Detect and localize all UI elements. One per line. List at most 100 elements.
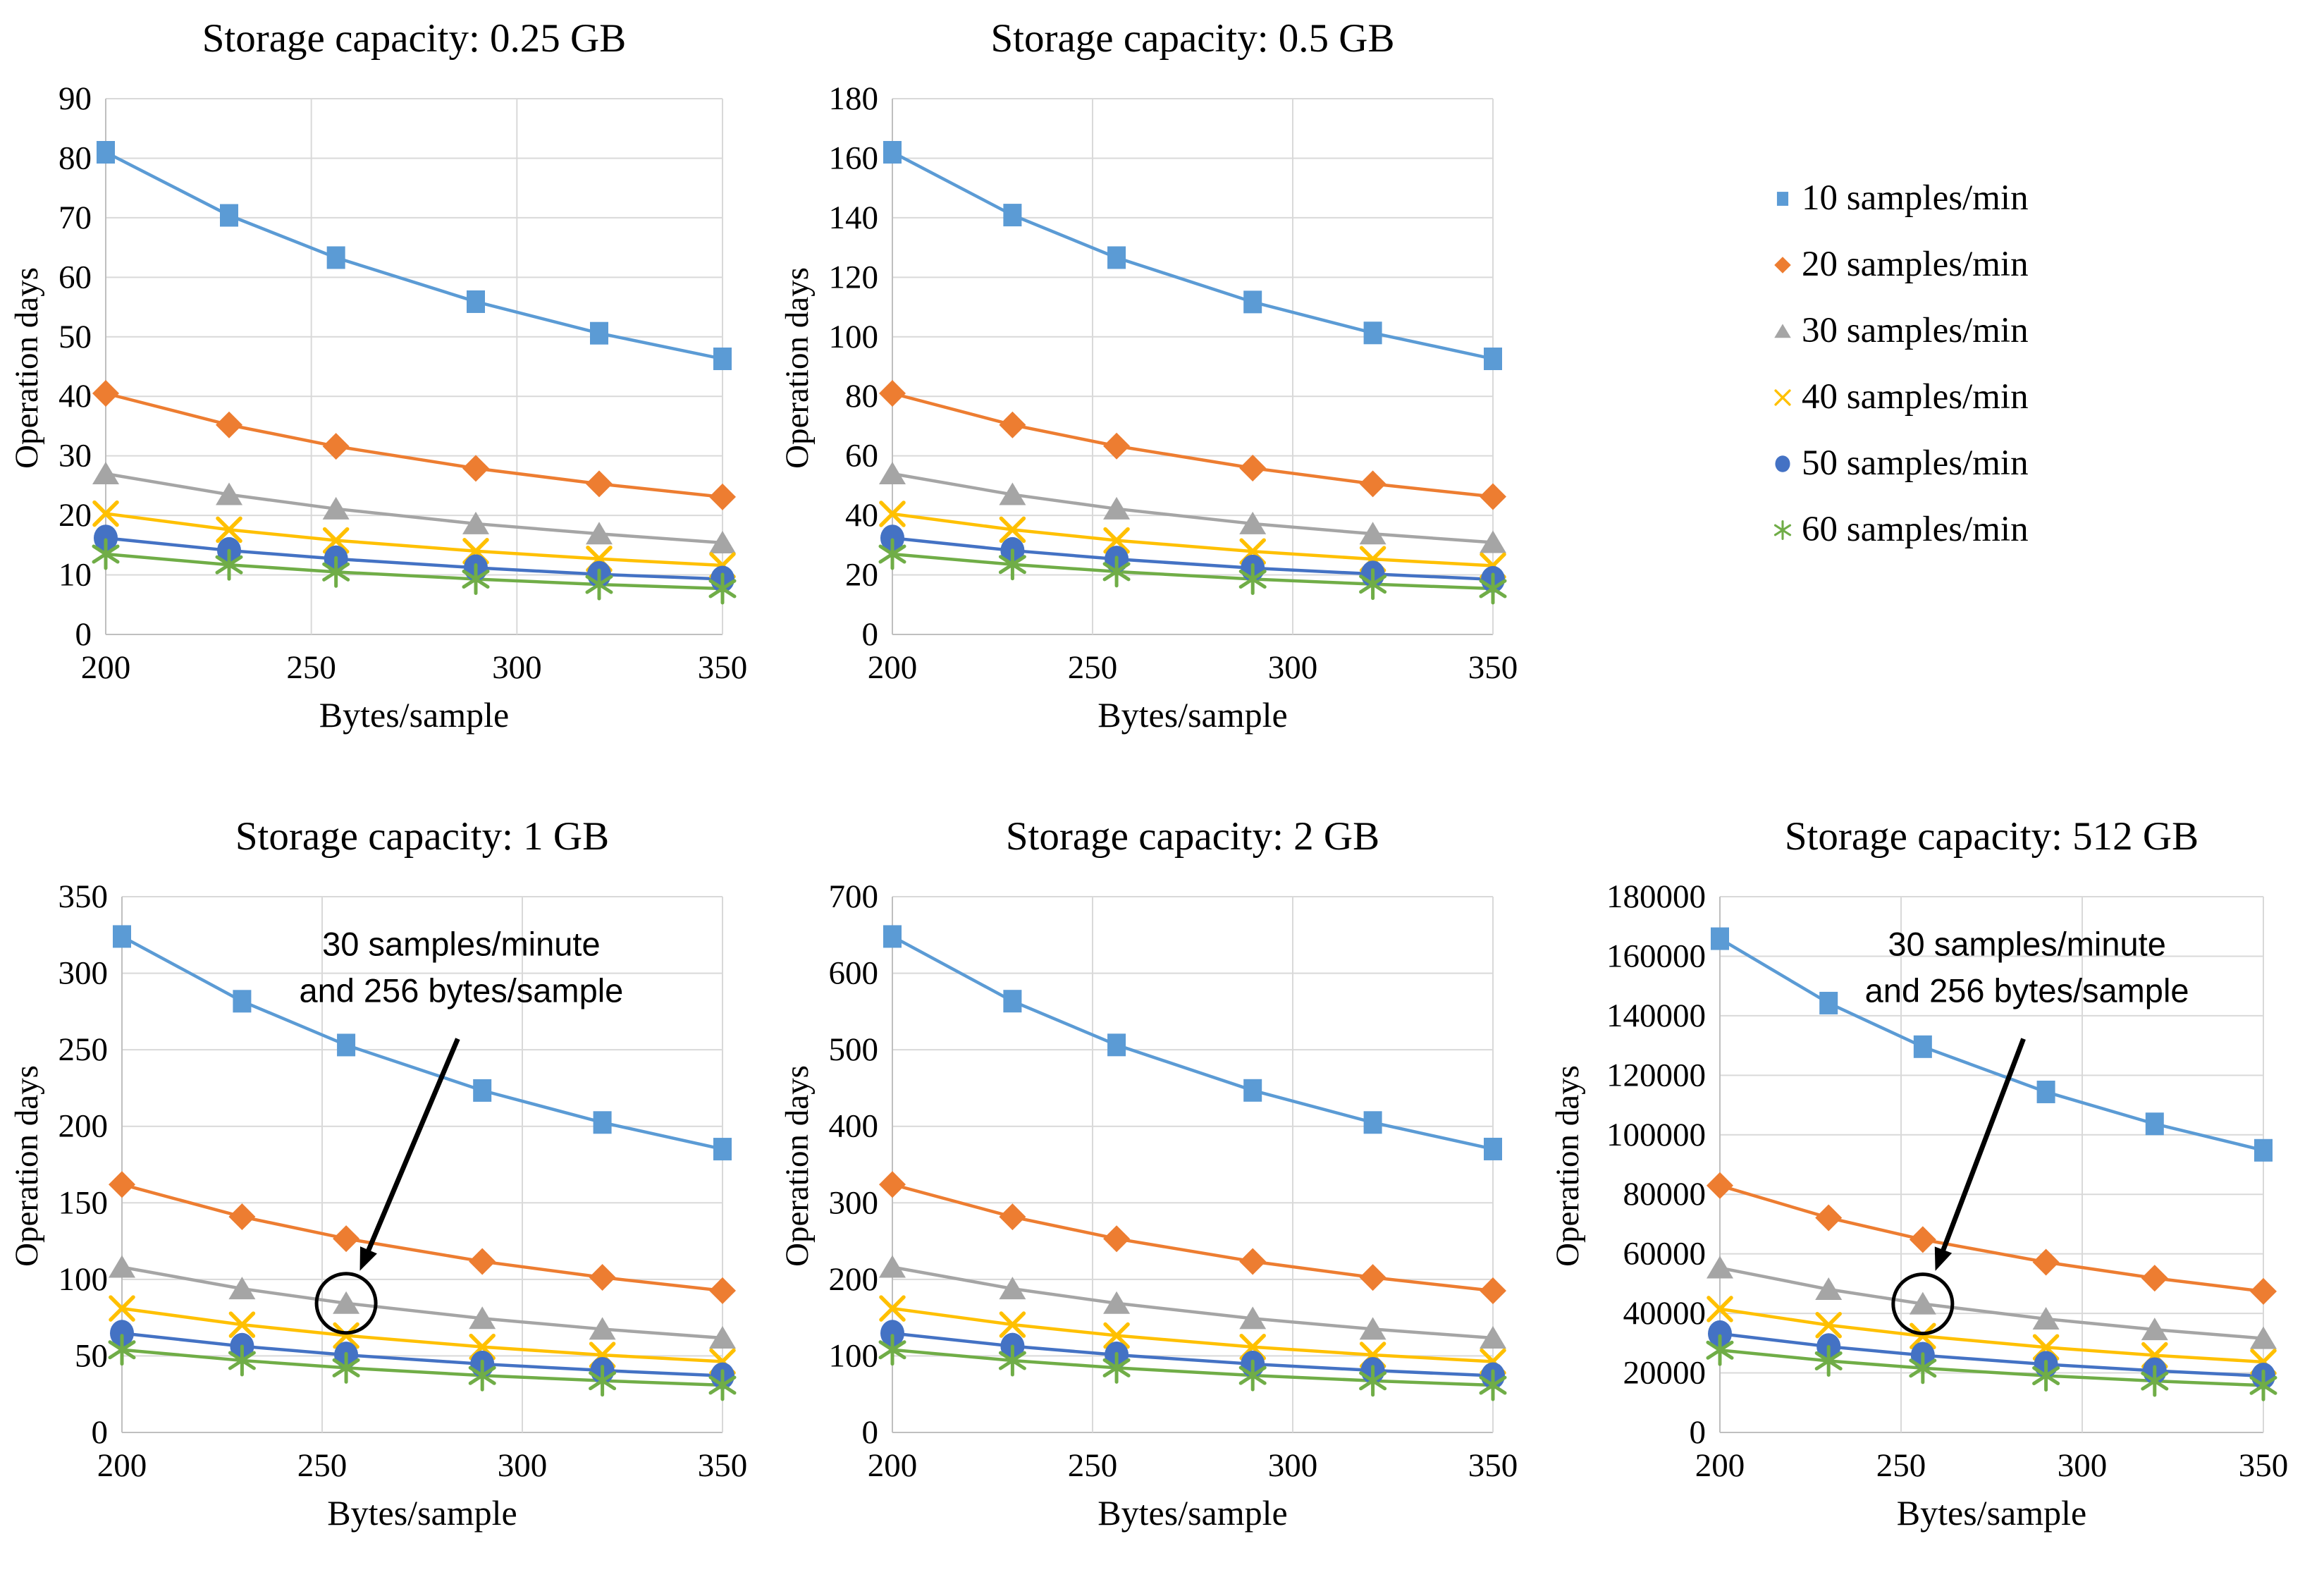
x-tick-label: 300: [492, 649, 542, 686]
data-point: [880, 1320, 904, 1347]
chart-canvas: 0 50 100 150 200 250 300 350 200 250 300 350 30 samp…: [59, 878, 748, 1484]
triangle-marker-icon: [1768, 316, 1797, 345]
data-point: [1107, 1033, 1126, 1057]
data-point: [216, 516, 242, 544]
data-point: [469, 1306, 496, 1330]
chart-title: Storage capacity: 0.25 GB: [202, 16, 627, 61]
data-point: [709, 1277, 736, 1304]
data-point: [1479, 572, 1507, 605]
data-point: [1103, 496, 1131, 520]
x-axis-label: Bytes/sample: [1097, 695, 1288, 735]
y-tick-label: 60000: [1623, 1236, 1707, 1272]
y-tick-label: 80: [845, 378, 878, 415]
data-point: [1238, 1359, 1267, 1392]
data-point: [999, 411, 1026, 438]
data-point: [216, 411, 242, 438]
x-tick-label: 350: [698, 1447, 748, 1484]
data-point: [473, 1079, 492, 1102]
y-tick-label: 180000: [1606, 878, 1706, 915]
data-point: [1359, 1317, 1386, 1340]
data-point: [585, 568, 613, 601]
data-point: [1102, 555, 1131, 588]
legend-label: 50 samples/min: [1802, 443, 2029, 483]
series-line: [105, 391, 723, 499]
data-point: [92, 462, 119, 484]
x-tick-label: 350: [2239, 1447, 2289, 1484]
data-point: [999, 482, 1026, 505]
x-tick-label: 250: [297, 1447, 348, 1484]
data-point: [590, 321, 608, 345]
data-point: [589, 1264, 616, 1291]
series-line: [105, 512, 723, 567]
data-point: [1103, 1322, 1130, 1349]
y-tick-label: 120: [829, 259, 879, 295]
data-point: [2032, 1306, 2060, 1330]
y-tick-label: 250: [59, 1031, 109, 1068]
data-point: [97, 141, 115, 164]
chart-storage-0-25gb: Storage capacity: 0.25 GB Operation days…: [0, 0, 770, 798]
data-point: [709, 483, 736, 510]
data-point: [879, 1255, 906, 1278]
data-point: [713, 348, 732, 371]
asterisk-marker-icon: [1768, 515, 1797, 544]
chart-canvas: 0 100 200 300 400 500 600 700 200 250 300 350: [829, 878, 1518, 1484]
data-point: [880, 524, 904, 552]
data-point: [1003, 990, 1022, 1013]
data-point: [1243, 1079, 1262, 1102]
data-point: [94, 524, 118, 552]
data-point: [999, 1311, 1026, 1338]
y-tick-label: 50: [59, 319, 92, 355]
y-tick-label: 400: [829, 1108, 879, 1145]
legend-label: 40 samples/min: [1802, 377, 2029, 417]
legend-label: 60 samples/min: [1802, 510, 2029, 549]
data-point: [2141, 1265, 2168, 1292]
data-point: [708, 572, 737, 605]
series-line: [892, 552, 1494, 591]
y-tick-label: 0: [92, 1414, 109, 1451]
data-point: [1103, 527, 1130, 554]
y-tick-label: 500: [829, 1031, 879, 1068]
annotation-circle: [314, 1272, 378, 1335]
y-tick-label: 100: [59, 1261, 109, 1298]
chart-canvas: 0 10 20 30 40 50 60 70 80 90 200 250 300 350: [59, 80, 747, 686]
x-tick-label: 300: [2058, 1447, 2108, 1484]
annotation-arrowhead-icon: [359, 1246, 377, 1271]
series-line: [892, 536, 1494, 582]
data-point: [333, 1225, 360, 1253]
y-tick-label: 180: [829, 80, 879, 117]
y-tick-label: 40000: [1623, 1295, 1707, 1332]
series-line: [1719, 1184, 2264, 1294]
data-point: [1480, 530, 1506, 553]
square-marker-icon: [1768, 183, 1797, 213]
y-tick-label: 200: [59, 1108, 109, 1145]
data-point: [2141, 1318, 2168, 1341]
data-point: [322, 433, 350, 460]
y-tick-label: 0: [862, 1414, 879, 1451]
data-point: [1815, 1277, 1843, 1300]
annotation-arrow-line: [1937, 1038, 2026, 1260]
series-line: [892, 391, 1494, 498]
y-tick-label: 600: [829, 955, 879, 992]
data-point: [1909, 1226, 1936, 1253]
series-line: [104, 150, 723, 361]
data-point: [462, 563, 490, 595]
data-point: [1239, 511, 1267, 534]
data-point: [92, 500, 119, 527]
series-line: [121, 935, 723, 1151]
y-tick-label: 200: [829, 1261, 879, 1298]
annotation-arrowhead-icon: [1934, 1246, 1953, 1271]
data-point: [1003, 204, 1022, 227]
y-tick-label: 160: [829, 140, 879, 176]
y-tick-label: 30: [59, 438, 92, 474]
data-point: [92, 538, 120, 570]
data-point: [713, 1138, 732, 1161]
data-point: [593, 1111, 612, 1134]
data-point: [1480, 1326, 1506, 1349]
y-tick-label: 20: [59, 497, 92, 534]
legend-item: 10 samples/min: [1768, 178, 2311, 219]
series-line: [892, 472, 1494, 544]
y-tick-label: 70: [59, 200, 92, 236]
data-point: [1913, 1035, 1932, 1058]
series-line: [105, 552, 723, 591]
data-point: [589, 1317, 616, 1340]
